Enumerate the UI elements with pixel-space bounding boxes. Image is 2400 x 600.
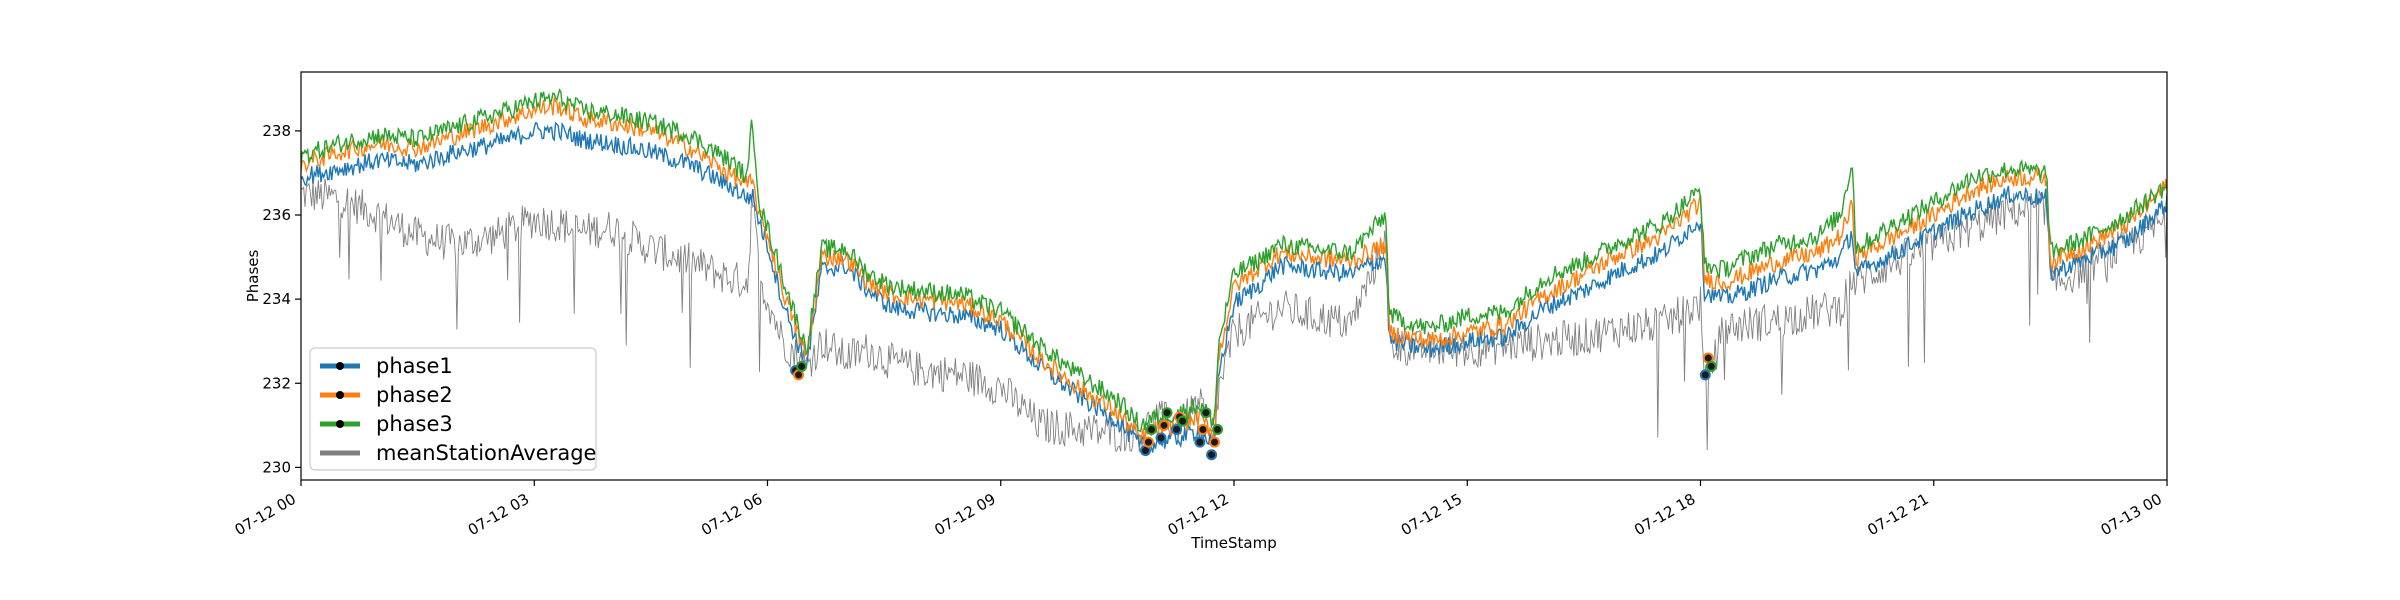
- marker-point: [1145, 424, 1157, 436]
- x-tick-label: 07-12 18: [1631, 490, 1698, 539]
- marker-point: [1171, 424, 1183, 436]
- marker-point: [1699, 369, 1711, 381]
- marker-point: [1197, 424, 1209, 436]
- y-tick-label: 232: [262, 374, 291, 392]
- y-tick-label: 234: [262, 290, 291, 308]
- x-tick-label: 07-13 00: [2098, 490, 2165, 539]
- x-tick-label: 07-12 21: [1864, 490, 1931, 539]
- plot-area: [301, 88, 2167, 461]
- marker-point: [1177, 415, 1189, 427]
- marker-point: [1194, 436, 1206, 448]
- y-tick-label: 236: [262, 206, 291, 224]
- legend-marker-phase3: [336, 420, 344, 428]
- series-line-phase3: [301, 88, 2167, 433]
- legend-box: [309, 347, 597, 471]
- marker-point: [1142, 436, 1154, 448]
- x-axis: 07-12 00 07-12 03 07-12 06 07-12 09 07-12 12…: [232, 480, 2168, 539]
- x-tick-label: 07-12 12: [1165, 490, 1232, 539]
- y-tick-label: 230: [262, 458, 291, 476]
- series-line-phase2: [301, 95, 2167, 445]
- y-tick-label: 238: [262, 122, 291, 140]
- marker-point: [1155, 432, 1167, 444]
- y-axis-label: Phases: [244, 250, 262, 303]
- marker-point: [1705, 360, 1717, 372]
- x-tick-label: 07-12 03: [465, 490, 532, 539]
- marker-point: [1161, 407, 1173, 419]
- series-line-phase1: [301, 121, 2167, 453]
- legend-label-phase3: phase3: [376, 412, 453, 436]
- legend-label-phase2: phase2: [376, 383, 453, 407]
- marker-point: [1212, 424, 1224, 436]
- x-tick-label: 07-12 06: [698, 490, 765, 539]
- x-tick-label: 07-12 15: [1398, 490, 1465, 539]
- series-line-meanStationAverage: [301, 178, 2167, 453]
- legend-label-phase1: phase1: [376, 354, 453, 378]
- legend: phase1 phase2 phase3 meanStationAverage: [309, 347, 597, 471]
- legend-label-meanStationAverage: meanStationAverage: [376, 441, 596, 465]
- marker-point: [1158, 419, 1170, 431]
- y-axis: 230 232 234 236 238: [262, 122, 301, 476]
- marker-point: [796, 360, 808, 372]
- x-tick-label: 07-12 00: [232, 490, 299, 539]
- x-tick-label: 07-12 09: [931, 490, 998, 539]
- x-axis-label: TimeStamp: [1190, 534, 1276, 552]
- marker-point: [1209, 436, 1221, 448]
- marker-point: [1200, 407, 1212, 419]
- marker-point: [1206, 449, 1218, 461]
- legend-marker-phase1: [336, 362, 344, 370]
- legend-marker-phase2: [336, 391, 344, 399]
